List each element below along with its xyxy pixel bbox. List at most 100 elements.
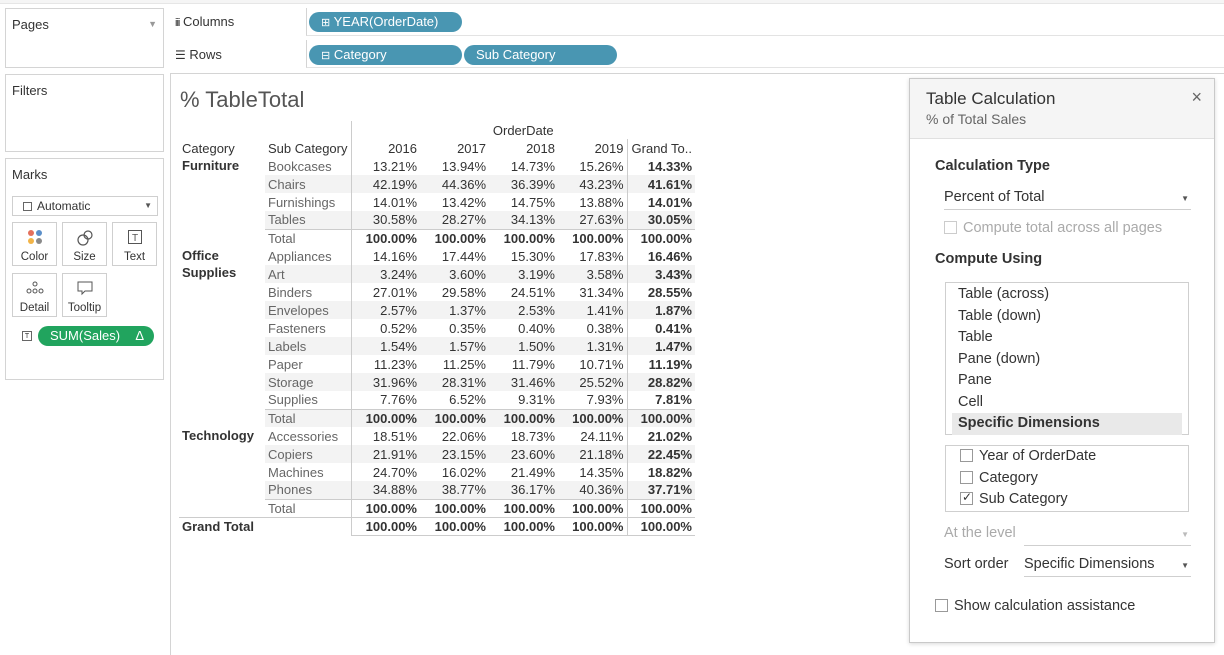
value-cell[interactable]: 3.58%	[558, 265, 627, 283]
sort-order-dropdown[interactable]: Specific Dimensions ▼	[1024, 553, 1191, 577]
value-cell[interactable]: 1.37%	[420, 301, 489, 319]
value-cell[interactable]: 0.40%	[518, 320, 555, 336]
value-cell[interactable]: 0.35%	[449, 320, 486, 336]
value-cell[interactable]: 24.70%	[350, 463, 420, 481]
calc-type-dropdown[interactable]: Percent of Total ▼	[944, 186, 1191, 210]
compute-option[interactable]: Pane (down)	[958, 350, 1041, 367]
total-value-cell[interactable]: 100.00%	[350, 228, 420, 247]
value-cell[interactable]: 23.15%	[420, 445, 489, 463]
value-cell[interactable]: 24.11%	[580, 428, 624, 444]
show-assist-checkbox[interactable]: Show calculation assistance	[935, 598, 1135, 614]
value-cell[interactable]: 34.88%	[350, 481, 420, 499]
value-cell[interactable]: 31.96%	[350, 373, 420, 391]
chevron-down-icon[interactable]: ▼	[148, 19, 157, 29]
value-cell[interactable]: 23.60%	[489, 445, 558, 463]
value-cell[interactable]: 7.81%	[626, 391, 695, 409]
value-cell[interactable]: 7.93%	[586, 392, 624, 408]
rows-shelf[interactable]	[306, 40, 1224, 68]
value-cell[interactable]: 15.30%	[510, 248, 555, 264]
value-cell[interactable]: 31.46%	[489, 373, 558, 391]
grand-total-value-cell[interactable]: 100.00%	[558, 516, 627, 536]
value-cell[interactable]: 30.58%	[350, 211, 420, 229]
value-cell[interactable]: 42.19%	[350, 175, 420, 193]
dimension-checkbox-row[interactable]: Category	[946, 468, 1188, 490]
value-cell[interactable]: 28.31%	[420, 373, 489, 391]
grand-total-value-cell[interactable]: 100.00%	[420, 516, 489, 536]
compute-option[interactable]: Table (down)	[958, 307, 1042, 324]
value-cell[interactable]: 18.82%	[626, 463, 695, 481]
value-cell[interactable]: 24.51%	[510, 284, 555, 300]
total-value-cell[interactable]: 100.00%	[350, 408, 420, 427]
value-cell[interactable]: 30.05%	[626, 211, 695, 229]
value-cell[interactable]: 0.52%	[350, 319, 420, 337]
total-value-cell[interactable]: 100.00%	[420, 408, 489, 427]
value-cell[interactable]: 14.73%	[510, 158, 555, 174]
value-cell[interactable]: 27.01%	[350, 283, 420, 301]
value-cell[interactable]: 0.41%	[626, 319, 695, 337]
grand-total-value-cell[interactable]: 100.00%	[489, 516, 558, 536]
value-cell[interactable]: 41.61%	[626, 175, 695, 193]
total-value-cell[interactable]: 100.00%	[558, 228, 627, 247]
value-cell[interactable]: 14.01%	[350, 193, 420, 211]
mark-type-dropdown[interactable]: Automatic ▼	[12, 196, 158, 216]
text-button[interactable]: T Text	[112, 222, 157, 266]
value-cell[interactable]: 2.53%	[489, 301, 558, 319]
year-orderdate-pill[interactable]: ⊞ YEAR(OrderDate)	[309, 12, 462, 32]
total-value-cell[interactable]: 100.00%	[558, 498, 627, 517]
value-cell[interactable]: 1.54%	[350, 337, 420, 355]
value-cell[interactable]: 10.71%	[579, 356, 624, 372]
value-cell[interactable]: 18.73%	[510, 428, 555, 444]
value-cell[interactable]: 36.39%	[489, 175, 558, 193]
total-value-cell[interactable]: 100.00%	[626, 228, 695, 247]
grand-total-value-cell[interactable]: 100.00%	[350, 516, 420, 536]
value-cell[interactable]: 14.75%	[510, 194, 555, 210]
value-cell[interactable]: 11.25%	[442, 356, 486, 372]
value-cell[interactable]: 37.71%	[626, 481, 695, 499]
checkbox-icon[interactable]	[960, 490, 973, 505]
value-cell[interactable]: 1.47%	[626, 337, 695, 355]
value-cell[interactable]: 11.23%	[350, 355, 420, 373]
compute-option[interactable]: Table	[958, 329, 993, 345]
checkbox-icon[interactable]	[960, 449, 973, 462]
value-cell[interactable]: 13.94%	[441, 158, 486, 174]
value-cell[interactable]: 13.42%	[441, 194, 486, 210]
value-cell[interactable]: 13.88%	[579, 194, 624, 210]
value-cell[interactable]: 31.34%	[579, 284, 624, 300]
value-cell[interactable]: 11.19%	[626, 355, 695, 373]
compute-option[interactable]: Pane	[958, 372, 992, 388]
sum-sales-pill[interactable]: SUM(Sales) Δ	[38, 326, 154, 346]
sub-category-pill[interactable]: Sub Category	[464, 45, 617, 65]
value-cell[interactable]: 29.58%	[441, 284, 486, 300]
viz-canvas[interactable]	[170, 73, 1224, 655]
columns-shelf[interactable]	[306, 8, 1224, 36]
total-value-cell[interactable]: 100.00%	[489, 408, 558, 427]
value-cell[interactable]: 3.24%	[350, 265, 420, 283]
value-cell[interactable]: 40.36%	[558, 481, 627, 499]
dimension-checkbox-row[interactable]: Sub Category	[946, 489, 1188, 511]
close-icon[interactable]: ×	[1191, 87, 1202, 107]
value-cell[interactable]: 17.83%	[579, 248, 624, 264]
value-cell[interactable]: 1.41%	[558, 301, 627, 319]
compute-option[interactable]: Table (across)	[958, 286, 1050, 302]
compute-option[interactable]: Specific Dimensions	[952, 413, 1182, 435]
compute-all-pages-checkbox[interactable]: Compute total across all pages	[944, 220, 1162, 236]
total-value-cell[interactable]: 100.00%	[626, 408, 695, 427]
total-value-cell[interactable]: 100.00%	[558, 408, 627, 427]
value-cell[interactable]: 21.02%	[626, 427, 695, 445]
grand-total-value-cell[interactable]: 100.00%	[626, 516, 695, 536]
value-cell[interactable]: 36.17%	[489, 481, 558, 499]
value-cell[interactable]: 14.01%	[626, 193, 695, 211]
value-cell[interactable]: 14.33%	[626, 157, 695, 175]
value-cell[interactable]: 13.21%	[350, 157, 420, 175]
value-cell[interactable]: 28.82%	[626, 373, 695, 391]
value-cell[interactable]: 17.44%	[441, 248, 486, 264]
value-cell[interactable]: 1.87%	[626, 301, 695, 319]
value-cell[interactable]: 18.51%	[350, 427, 420, 445]
total-value-cell[interactable]: 100.00%	[626, 498, 695, 517]
value-cell[interactable]: 3.43%	[626, 265, 695, 283]
tooltip-button[interactable]: Tooltip	[62, 273, 107, 317]
total-value-cell[interactable]: 100.00%	[420, 498, 489, 517]
compute-using-list[interactable]: Table (across) Table (down) Table Pane (dow…	[945, 282, 1189, 435]
value-cell[interactable]: 2.57%	[350, 301, 420, 319]
value-cell[interactable]: 43.23%	[558, 175, 627, 193]
